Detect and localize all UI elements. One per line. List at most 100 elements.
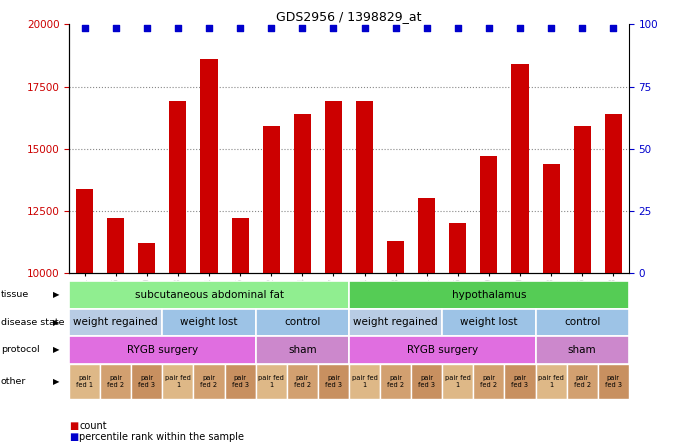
Point (173, 24, 184, 32)
Bar (411, 364, 442, 399)
Bar (349, 336, 536, 364)
Point (390, 24, 401, 32)
Point (607, 24, 618, 32)
Bar (69, 281, 349, 309)
Bar (169, 102, 187, 444)
Point (79, 24, 90, 32)
Text: pair
fed 2: pair fed 2 (387, 375, 404, 388)
Bar (536, 336, 629, 364)
Bar (480, 156, 498, 444)
Text: control: control (564, 317, 600, 327)
Point (141, 24, 152, 32)
Text: subcutaneous abdominal fat: subcutaneous abdominal fat (135, 290, 283, 300)
Text: weight lost: weight lost (180, 317, 238, 327)
Text: pair
fed 2: pair fed 2 (200, 375, 218, 388)
Bar (69, 309, 162, 336)
Bar (318, 364, 349, 399)
Bar (162, 364, 193, 399)
Point (234, 24, 245, 32)
Bar (76, 189, 93, 444)
Text: ▶: ▶ (53, 318, 60, 327)
Text: weight regained: weight regained (73, 317, 158, 327)
Point (483, 24, 494, 32)
Text: other: other (1, 377, 26, 386)
Point (514, 24, 525, 32)
Bar (131, 364, 162, 399)
Text: pair fed
1: pair fed 1 (165, 375, 191, 388)
Point (296, 24, 307, 32)
Bar (536, 364, 567, 399)
Text: ▶: ▶ (53, 345, 60, 354)
Bar (162, 309, 256, 336)
Bar (256, 309, 349, 336)
Bar (442, 309, 536, 336)
Bar (387, 241, 404, 444)
Bar (138, 243, 155, 444)
Bar (193, 364, 225, 399)
Bar (294, 114, 311, 444)
Text: RYGB surgery: RYGB surgery (127, 345, 198, 355)
Bar (605, 114, 622, 444)
Bar (69, 364, 100, 399)
Bar (574, 127, 591, 444)
Text: disease state: disease state (1, 318, 64, 327)
Bar (511, 64, 529, 444)
Text: ▶: ▶ (53, 377, 60, 386)
Text: pair
fed 3: pair fed 3 (605, 375, 622, 388)
Point (421, 24, 433, 32)
Text: pair
fed 3: pair fed 3 (511, 375, 529, 388)
Bar (263, 127, 280, 444)
Text: percentile rank within the sample: percentile rank within the sample (79, 432, 245, 442)
Bar (567, 364, 598, 399)
Bar (418, 198, 435, 444)
Text: control: control (284, 317, 321, 327)
Text: pair fed
1: pair fed 1 (445, 375, 471, 388)
Point (576, 24, 587, 32)
Text: protocol: protocol (1, 345, 39, 354)
Text: pair
fed 1: pair fed 1 (76, 375, 93, 388)
Bar (100, 364, 131, 399)
Text: RYGB surgery: RYGB surgery (407, 345, 477, 355)
Bar (325, 102, 342, 444)
Bar (225, 364, 256, 399)
Text: ■: ■ (69, 432, 78, 442)
Text: pair
fed 2: pair fed 2 (107, 375, 124, 388)
Text: pair
fed 3: pair fed 3 (138, 375, 155, 388)
Point (328, 24, 339, 32)
Bar (349, 309, 442, 336)
Text: pair fed
1: pair fed 1 (258, 375, 284, 388)
Bar (504, 364, 536, 399)
Point (203, 24, 214, 32)
Text: ■: ■ (69, 421, 78, 431)
Point (111, 24, 122, 32)
Bar (542, 164, 560, 444)
Text: ▶: ▶ (53, 290, 60, 299)
Point (452, 24, 463, 32)
Text: sham: sham (568, 345, 596, 355)
Bar (356, 102, 373, 444)
Text: count: count (79, 421, 107, 431)
Bar (380, 364, 411, 399)
Text: weight lost: weight lost (460, 317, 518, 327)
Bar (349, 281, 629, 309)
Text: pair
fed 3: pair fed 3 (418, 375, 435, 388)
Bar (256, 336, 349, 364)
Text: sham: sham (288, 345, 316, 355)
Bar (69, 336, 256, 364)
Point (545, 24, 556, 32)
Text: tissue: tissue (1, 290, 29, 299)
Bar (442, 364, 473, 399)
Bar (287, 364, 318, 399)
Text: weight regained: weight regained (353, 317, 438, 327)
Text: pair fed
1: pair fed 1 (538, 375, 564, 388)
Text: pair fed
1: pair fed 1 (352, 375, 377, 388)
Text: hypothalamus: hypothalamus (452, 290, 526, 300)
Text: pair
fed 3: pair fed 3 (325, 375, 342, 388)
Bar (231, 218, 249, 444)
Point (359, 24, 370, 32)
Bar (200, 59, 218, 444)
Text: pair
fed 3: pair fed 3 (231, 375, 249, 388)
Bar (349, 364, 380, 399)
Title: GDS2956 / 1398829_at: GDS2956 / 1398829_at (276, 10, 422, 23)
Bar (598, 364, 629, 399)
